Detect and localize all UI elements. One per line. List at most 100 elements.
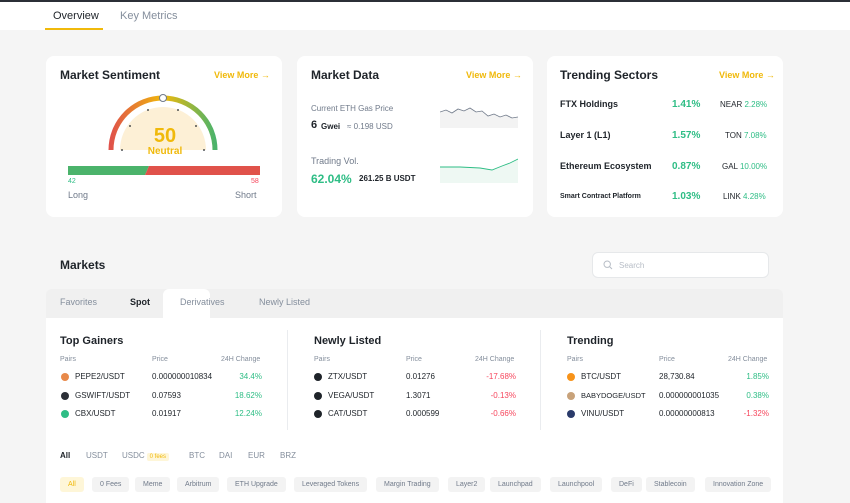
sector-name[interactable]: Ethereum Ecosystem <box>560 161 652 171</box>
sector-change: 1.41% <box>672 99 701 110</box>
trending-sectors-card <box>547 56 783 217</box>
sector-name[interactable]: Smart Contract Platform <box>560 193 641 200</box>
category-chip[interactable]: 0 Fees <box>92 477 130 492</box>
pair-name[interactable]: CAT/USDT <box>328 409 368 418</box>
tab-favorites[interactable]: Favorites <box>60 297 98 307</box>
short-label: Short <box>235 190 257 200</box>
pair-price: 0.000599 <box>406 409 440 418</box>
coin-icon <box>567 392 575 400</box>
long-segment <box>68 166 149 175</box>
gas-unit: Gwei <box>321 122 341 131</box>
pair-name[interactable]: BABYDOGE/USDT <box>581 391 646 400</box>
pair-price: 0.01276 <box>406 372 435 381</box>
coin-icon <box>61 392 69 400</box>
sectors-view-more-link[interactable]: View More → <box>719 70 775 80</box>
trading-vol-percent: 62.04% <box>311 172 352 186</box>
sector-change: 1.03% <box>672 191 701 202</box>
zero-fees-badge: 0 fees <box>146 453 170 461</box>
quote-tab-usdt[interactable]: USDT <box>86 451 108 460</box>
coin-icon <box>314 392 322 400</box>
long-value: 42 <box>68 178 76 185</box>
tab-derivatives[interactable]: Derivatives <box>180 297 225 307</box>
change-header: 24H Change <box>728 356 768 363</box>
tab-spot[interactable]: Spot <box>130 297 150 307</box>
category-chip[interactable]: DeFi <box>611 477 642 492</box>
gauge-needle-knob <box>159 94 167 102</box>
quote-tab-all[interactable]: All <box>60 451 71 460</box>
pair-name[interactable]: ZTX/USDT <box>328 372 368 381</box>
pairs-header: Pairs <box>60 356 76 363</box>
column-divider <box>540 330 541 430</box>
category-chip[interactable]: ETH Upgrade <box>227 477 286 492</box>
category-chip[interactable]: Launchpool <box>550 477 603 492</box>
coin-icon <box>61 410 69 418</box>
pair-change: 1.85% <box>746 372 769 381</box>
market-data-title: Market Data <box>311 68 380 82</box>
tab-overview[interactable]: Overview <box>53 10 99 22</box>
sector-change: 1.57% <box>672 130 701 141</box>
category-chip[interactable]: Arbitrum <box>177 477 220 492</box>
quote-tab-usdc[interactable]: USDC 0 fees <box>122 451 170 461</box>
quote-tab-brz[interactable]: BRZ <box>280 451 296 460</box>
long-short-bar <box>68 166 260 175</box>
quote-tab-btc[interactable]: BTC <box>189 451 205 460</box>
column-divider <box>287 330 288 430</box>
short-value: 58 <box>251 178 259 185</box>
pair-name[interactable]: VEGA/USDT <box>328 391 375 400</box>
market-filter-panel: All USDT USDC 0 fees BTC DAI EUR BRZ All … <box>46 440 783 503</box>
markets-title: Markets <box>60 258 106 272</box>
markets-search[interactable] <box>592 252 769 278</box>
pair-name[interactable]: CBX/USDT <box>75 409 116 418</box>
active-tab-indicator <box>45 28 103 30</box>
pair-name[interactable]: VINU/USDT <box>581 409 625 418</box>
sentiment-view-more-link[interactable]: View More → <box>214 70 270 80</box>
category-chip[interactable]: Margin Trading <box>376 477 439 492</box>
long-label: Long <box>68 190 89 200</box>
search-input[interactable] <box>619 258 759 273</box>
sentiment-label: Neutral <box>147 146 183 157</box>
quote-tab-eur[interactable]: EUR <box>248 451 265 460</box>
pair-price: 0.07593 <box>152 391 181 400</box>
pair-change: 0.38% <box>746 391 769 400</box>
category-chip[interactable]: Leveraged Tokens <box>294 477 368 492</box>
category-chip[interactable]: Innovation Zone <box>705 477 772 492</box>
price-header: Price <box>152 356 168 363</box>
pair-name[interactable]: PEPE2/USDT <box>75 372 125 381</box>
trending-title: Trending <box>567 335 614 347</box>
coin-icon <box>567 373 575 381</box>
category-chip[interactable]: Stablecoin <box>646 477 695 492</box>
pair-price: 1.3071 <box>406 391 431 400</box>
pair-change: 18.62% <box>234 391 262 400</box>
pair-name[interactable]: GSWIFT/USDT <box>75 391 131 400</box>
category-chip[interactable]: Meme <box>135 477 171 492</box>
market-data-view-more-link[interactable]: View More → <box>466 70 522 80</box>
category-chip[interactable]: Launchpad <box>490 477 541 492</box>
top-gainers-title: Top Gainers <box>60 335 124 347</box>
category-chip[interactable]: Layer2 <box>448 477 486 492</box>
arrow-right-icon: → <box>260 70 270 80</box>
change-header: 24H Change <box>221 356 261 363</box>
gas-price-value: 6 <box>311 119 318 131</box>
pair-change: -0.66% <box>490 409 516 418</box>
sentiment-gauge <box>108 94 218 151</box>
sector-name[interactable]: Layer 1 (L1) <box>560 130 611 140</box>
sector-top-coin: GAL 10.00% <box>722 162 768 171</box>
pair-change: 12.24% <box>234 409 262 418</box>
price-header: Price <box>659 356 675 363</box>
market-sentiment-title: Market Sentiment <box>60 68 161 82</box>
top-tabbar: Overview Key Metrics <box>0 0 850 30</box>
sector-top-coin: LINK 4.28% <box>723 192 766 201</box>
pair-name[interactable]: BTC/USDT <box>581 372 621 381</box>
tab-key-metrics[interactable]: Key Metrics <box>120 10 178 22</box>
sector-name[interactable]: FTX Holdings <box>560 99 618 109</box>
active-tab-background <box>163 289 210 318</box>
sentiment-value: 50 <box>153 125 177 147</box>
quote-tab-dai[interactable]: DAI <box>219 451 233 460</box>
arrow-right-icon: → <box>512 70 522 80</box>
market-data-card <box>297 56 533 217</box>
tab-newly-listed[interactable]: Newly Listed <box>259 297 311 307</box>
gas-price-sparkline <box>440 107 518 128</box>
category-chip-all[interactable]: All <box>60 477 84 492</box>
sector-top-coin: TON 7.08% <box>725 131 767 140</box>
coin-icon <box>567 410 575 418</box>
